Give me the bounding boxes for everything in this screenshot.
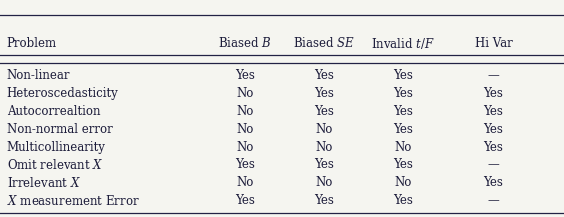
- Text: Yes: Yes: [483, 141, 504, 154]
- Text: No: No: [237, 105, 254, 118]
- Text: Yes: Yes: [393, 87, 413, 100]
- Text: No: No: [316, 141, 333, 154]
- Text: Yes: Yes: [483, 123, 504, 136]
- Text: No: No: [237, 123, 254, 136]
- Text: No: No: [237, 87, 254, 100]
- Text: Yes: Yes: [393, 123, 413, 136]
- Text: Yes: Yes: [235, 158, 255, 171]
- Text: Yes: Yes: [314, 194, 334, 207]
- Text: Yes: Yes: [314, 69, 334, 82]
- Text: Yes: Yes: [393, 194, 413, 207]
- Text: Omit relevant $X$: Omit relevant $X$: [7, 158, 103, 172]
- Text: Yes: Yes: [393, 105, 413, 118]
- Text: No: No: [237, 141, 254, 154]
- Text: Yes: Yes: [235, 194, 255, 207]
- Text: Yes: Yes: [483, 87, 504, 100]
- Text: No: No: [395, 141, 412, 154]
- Text: Irrelevant $X$: Irrelevant $X$: [7, 176, 81, 190]
- Text: Non-normal error: Non-normal error: [7, 123, 112, 136]
- Text: Yes: Yes: [483, 105, 504, 118]
- Text: —: —: [488, 194, 499, 207]
- Text: Yes: Yes: [393, 158, 413, 171]
- Text: Yes: Yes: [393, 69, 413, 82]
- Text: Yes: Yes: [314, 158, 334, 171]
- Text: Multicollinearity: Multicollinearity: [7, 141, 105, 154]
- Text: Invalid $t/F$: Invalid $t/F$: [371, 36, 435, 51]
- Text: Biased $SE$: Biased $SE$: [293, 36, 355, 50]
- Text: Yes: Yes: [483, 176, 504, 189]
- Text: No: No: [237, 176, 254, 189]
- Text: No: No: [316, 176, 333, 189]
- Text: No: No: [316, 123, 333, 136]
- Text: No: No: [395, 176, 412, 189]
- Text: Yes: Yes: [235, 69, 255, 82]
- Text: —: —: [488, 158, 499, 171]
- Text: Non-linear: Non-linear: [7, 69, 70, 82]
- Text: Hi Var: Hi Var: [475, 37, 512, 50]
- Text: Heteroscedasticity: Heteroscedasticity: [7, 87, 118, 100]
- Text: Autocorrealtion: Autocorrealtion: [7, 105, 100, 118]
- Text: Biased $B$: Biased $B$: [218, 36, 272, 50]
- Text: —: —: [488, 69, 499, 82]
- Text: $X$ measurement Error: $X$ measurement Error: [7, 194, 139, 207]
- Text: Problem: Problem: [7, 37, 57, 50]
- Text: Yes: Yes: [314, 87, 334, 100]
- Text: Yes: Yes: [314, 105, 334, 118]
